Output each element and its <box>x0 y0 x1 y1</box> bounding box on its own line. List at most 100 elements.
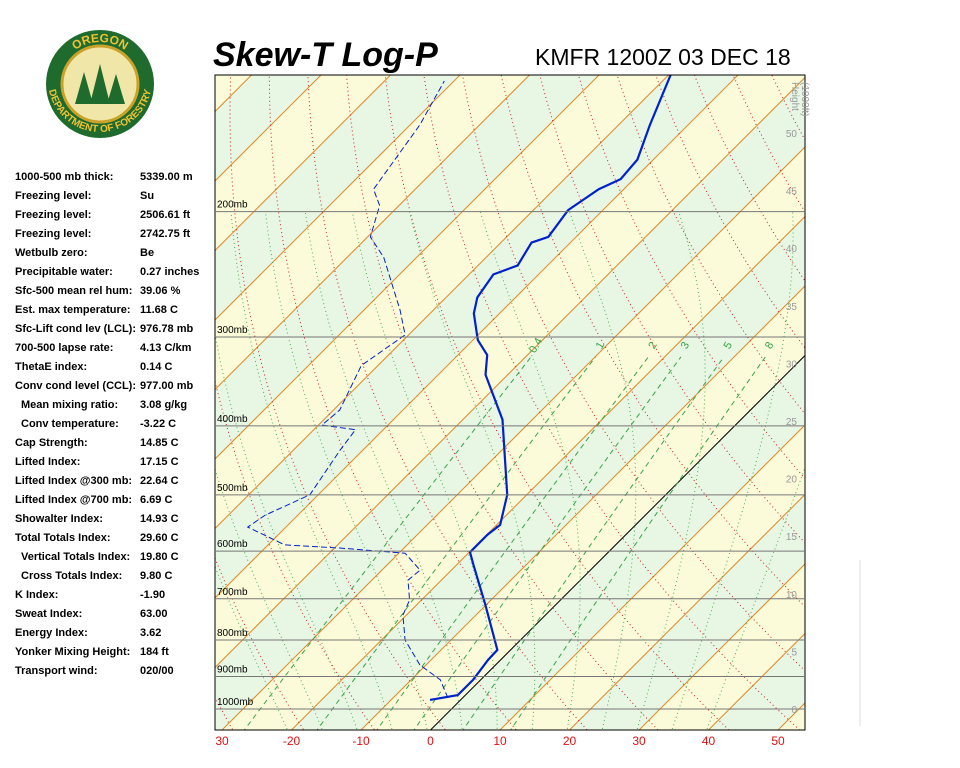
mixing-ratio-label: 5 <box>722 340 735 351</box>
pressure-label: 400mb <box>217 414 248 425</box>
height-tick-label: 10 <box>786 590 798 601</box>
index-value: 63.00 <box>140 608 168 620</box>
dry-adiabat <box>876 54 960 733</box>
isotherm <box>215 75 531 391</box>
isotherm <box>499 424 805 730</box>
index-label: Lifted Index @700 mb: <box>15 494 132 506</box>
height-tick-label: 0 <box>791 705 797 716</box>
logo: OREGON DEPARTMENT OF FORESTRY <box>46 30 154 138</box>
moist-adiabat <box>479 211 581 730</box>
index-value: 0.27 inches <box>140 266 199 278</box>
mixing-ratio-line <box>510 356 766 730</box>
index-value: 19.80 C <box>140 551 179 563</box>
index-value: -3.22 C <box>140 418 176 430</box>
index-label: Freezing level: <box>15 209 91 221</box>
x-tick-label: 50 <box>771 734 785 748</box>
index-value: 9.80 C <box>140 570 172 582</box>
mixing-ratio-label: 2 <box>646 340 659 351</box>
logo-tree <box>75 72 93 104</box>
index-value: 29.60 C <box>140 532 179 544</box>
mixing-ratio-label: 1 <box>594 340 607 351</box>
pressure-label: 600mb <box>217 539 248 550</box>
dry-adiabat <box>838 54 960 733</box>
index-value: 2742.75 ft <box>140 228 190 240</box>
height-tick-label: 30 <box>786 359 798 370</box>
index-label: ThetaE index: <box>15 361 87 373</box>
height-tick-label: 40 <box>786 244 798 255</box>
index-label: Yonker Mixing Height: <box>15 646 130 658</box>
index-label: Freezing level: <box>15 228 91 240</box>
isotherm <box>215 75 461 321</box>
x-tick-label: 40 <box>702 734 716 748</box>
isotherm <box>568 493 805 730</box>
moist-adiabat <box>569 211 637 730</box>
height-tick-label: 45 <box>786 187 798 198</box>
index-label: Precipitable water: <box>15 266 113 278</box>
index-label: Transport wind: <box>15 665 98 677</box>
isotherm <box>215 75 670 530</box>
index-value: 14.85 C <box>140 437 179 449</box>
dry-adiabat <box>800 54 960 733</box>
height-tick-label: 25 <box>786 417 798 428</box>
x-tick-label: -10 <box>352 734 370 748</box>
index-value: 6.69 C <box>140 494 172 506</box>
isotherm <box>638 563 805 730</box>
logo-top: OREGON <box>69 31 130 53</box>
isotherm <box>215 75 739 599</box>
x-tick-label: 0 <box>427 734 434 748</box>
plot-frame <box>214 74 806 731</box>
x-tick-label: 30 <box>215 734 229 748</box>
isotherm <box>429 354 805 730</box>
index-label: Freezing level: <box>15 190 91 202</box>
index-label: Sweat Index: <box>15 608 82 620</box>
index-value: 3.62 <box>140 627 161 639</box>
index-value: 39.06 % <box>140 285 181 297</box>
x-tick-label: 10 <box>493 734 507 748</box>
logo-tree <box>90 64 110 104</box>
index-label: Wetbulb zero: <box>15 247 88 259</box>
height-tick-label: 50 <box>786 129 798 140</box>
pressure-label: 800mb <box>217 628 248 639</box>
index-value: 2506.61 ft <box>140 209 190 221</box>
chart-title: Skew-T Log-P <box>213 36 438 74</box>
temperature-band <box>215 77 805 730</box>
index-value: 184 ft <box>140 646 169 658</box>
dry-adiabat <box>914 54 960 733</box>
dry-adiabat <box>952 54 960 733</box>
index-label: Sfc-Lift cond lev (LCL): <box>15 323 136 335</box>
isotherm <box>221 146 805 730</box>
x-tick-label: 30 <box>632 734 646 748</box>
index-label: K Index: <box>15 589 58 601</box>
dry-adiabat <box>423 75 801 730</box>
index-value: 17.15 C <box>140 456 179 468</box>
mixing-ratio-label: 8 <box>763 340 776 351</box>
moist-adiabat <box>706 466 805 730</box>
index-value: 977.00 mb <box>140 380 193 392</box>
index-label: Lifted Index: <box>15 456 80 468</box>
index-label: Mean mixing ratio: <box>21 399 118 411</box>
x-tick-label: 20 <box>563 734 577 748</box>
pressure-label: 900mb <box>217 664 248 675</box>
index-label: Est. max temperature: <box>15 304 131 316</box>
index-label: Total Totals Index: <box>15 532 111 544</box>
index-label: Lifted Index @300 mb: <box>15 475 132 487</box>
index-value: -1.90 <box>140 589 165 601</box>
index-value: 14.93 C <box>140 513 179 525</box>
index-label: Showalter Index: <box>15 513 103 525</box>
isotherm <box>215 76 805 669</box>
index-label: Cap Strength: <box>15 437 88 449</box>
isotherm <box>215 75 322 182</box>
height-axis-label: Height <box>789 82 800 111</box>
pressure-label: 300mb <box>217 325 248 336</box>
height-axis-label: (1000ft) <box>799 82 810 116</box>
x-tick-label: -20 <box>283 734 301 748</box>
pressure-label: 500mb <box>217 483 248 494</box>
isotherm <box>215 75 392 252</box>
index-label: Conv temperature: <box>21 418 119 430</box>
index-value: Su <box>140 190 154 202</box>
logo-tree <box>107 74 125 104</box>
index-value: 0.14 C <box>140 361 172 373</box>
height-tick-label: 35 <box>786 302 798 313</box>
height-tick-label: 20 <box>786 475 798 486</box>
